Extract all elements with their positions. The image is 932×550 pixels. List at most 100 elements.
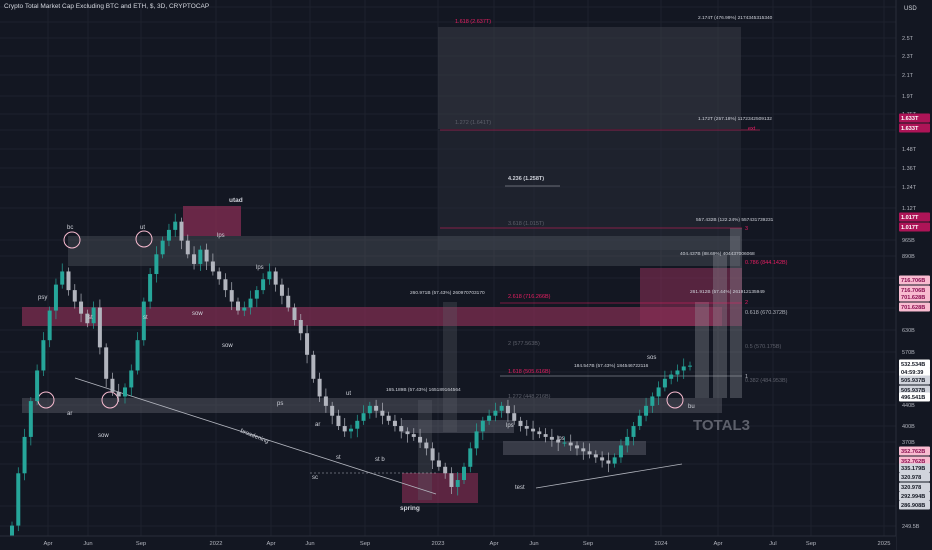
fib-label: 1.618 (505.616B)	[508, 369, 551, 375]
candle-body	[248, 298, 253, 308]
wyckoff-label: test	[515, 485, 525, 491]
candle-body	[154, 254, 159, 275]
fib-projection-zone-mid	[438, 130, 741, 250]
candle-body	[392, 420, 397, 427]
price-badge-label: 1.633T	[901, 126, 919, 132]
time-tick-label: 2024	[655, 541, 669, 547]
wyckoff-label: st	[336, 455, 341, 461]
price-axis[interactable]: USD2.5T2.3T2.1T1.9T1.75T1.6T1.48T1.36T1.…	[895, 0, 932, 550]
candle-body	[487, 415, 492, 421]
candle-body	[229, 290, 234, 302]
candle-body	[10, 525, 14, 537]
measure-bar-1	[443, 302, 457, 432]
candle-body	[192, 254, 197, 264]
candle-body	[600, 457, 605, 461]
wyckoff-label: st	[143, 315, 148, 321]
candle-body	[135, 340, 140, 371]
candle-body	[35, 370, 40, 402]
candle-body	[311, 354, 316, 379]
candle-body	[430, 448, 435, 461]
candle-body	[669, 374, 674, 379]
fib-label: 3.618 (1.015T)	[508, 221, 544, 227]
wyckoff-label: sow	[222, 343, 233, 349]
candle-body	[518, 420, 523, 427]
price-badge	[899, 456, 930, 466]
fib-label: ext	[748, 126, 756, 132]
candle-body	[374, 405, 379, 411]
candle-body	[637, 415, 642, 427]
candle-body	[656, 387, 661, 397]
candle-body	[198, 249, 203, 264]
price-badge-label: 335.179B	[901, 466, 925, 472]
price-badge-label: 320.978	[901, 475, 921, 481]
candle-body	[298, 319, 303, 334]
candle-body	[236, 301, 240, 311]
candle-body	[223, 279, 228, 291]
time-tick-label: Apr	[489, 541, 498, 547]
candle-body	[141, 301, 146, 341]
price-badge-label: 532.534B	[901, 362, 925, 368]
fib-label: 0.382 (484.953B)	[745, 378, 788, 384]
candle-body	[242, 307, 247, 311]
measure-label: 557.432B (122.24%) 557431739231	[696, 217, 774, 223]
candle-body	[581, 448, 586, 452]
candle-body	[399, 426, 404, 432]
candle-body	[66, 271, 71, 291]
wyckoff-circle-marker	[135, 230, 153, 248]
price-badge-label: 1.633T	[901, 116, 919, 122]
candle-body	[474, 431, 479, 449]
time-tick-label: Sep	[360, 541, 370, 547]
time-tick-label: Jun	[305, 541, 314, 547]
fib-label: 2	[745, 300, 748, 306]
wyckoff-label: ut	[140, 225, 145, 231]
price-badge-label: 505.937B	[901, 378, 925, 384]
price-badge	[899, 359, 930, 369]
time-axis[interactable]: Apr Jun Sep 2022 Apr Jun Sep 2023 Apr Jun Sep 2024 A…	[0, 535, 896, 550]
candle-body	[349, 428, 353, 432]
time-tick-label: Sep	[806, 541, 816, 547]
candle-body	[418, 436, 423, 443]
fib-label: 0.786 (844.142B)	[745, 260, 788, 266]
fib-label: 3	[745, 226, 748, 232]
candle-body	[317, 378, 322, 397]
wyckoff-label: sow	[98, 433, 109, 439]
price-tick-label: 249.5B	[902, 524, 920, 530]
price-tick-label: 570B	[902, 350, 915, 356]
candle-body	[468, 448, 473, 467]
price-tick-label: 2.5T	[902, 36, 914, 42]
price-badge-label: 320.978	[901, 485, 921, 491]
candle-body	[148, 274, 153, 302]
candle-body	[505, 405, 510, 414]
wyckoff-label: ar	[315, 422, 320, 428]
price-badge	[899, 491, 930, 501]
spring-zone	[402, 473, 478, 503]
fib-label: 4.236 (1.258T)	[508, 176, 544, 182]
wyckoff-label: spring	[400, 505, 420, 512]
candle-body	[41, 340, 46, 371]
price-badge	[899, 285, 930, 295]
price-badge-label: 04:59:39	[901, 370, 923, 376]
price-badge	[899, 463, 930, 473]
wyckoff-label: ar	[67, 411, 72, 417]
candle-body	[681, 366, 686, 371]
candle-body	[593, 454, 598, 458]
supply-zone-pink	[22, 307, 722, 326]
candle-body	[631, 426, 636, 437]
candle-body	[254, 290, 259, 299]
candle-body	[537, 431, 542, 435]
price-tick-label: 2.3T	[902, 54, 914, 60]
candle-body	[79, 301, 84, 314]
measure-label: 1.172T (257.18%) 1172342509132	[698, 116, 772, 122]
price-badge	[899, 375, 930, 385]
fib-label: 2 (577.563B)	[508, 341, 540, 347]
measure-bar-4	[713, 255, 727, 398]
candle-body	[273, 271, 278, 285]
price-badge-label: 701.628B	[901, 295, 925, 301]
supply-zone-right	[640, 268, 742, 326]
price-badge-label: 352.762B	[901, 449, 925, 455]
candle-body	[361, 413, 366, 421]
currency-label: USD	[904, 6, 917, 12]
candle-body	[411, 434, 416, 437]
broadening-trendline	[74, 377, 437, 495]
